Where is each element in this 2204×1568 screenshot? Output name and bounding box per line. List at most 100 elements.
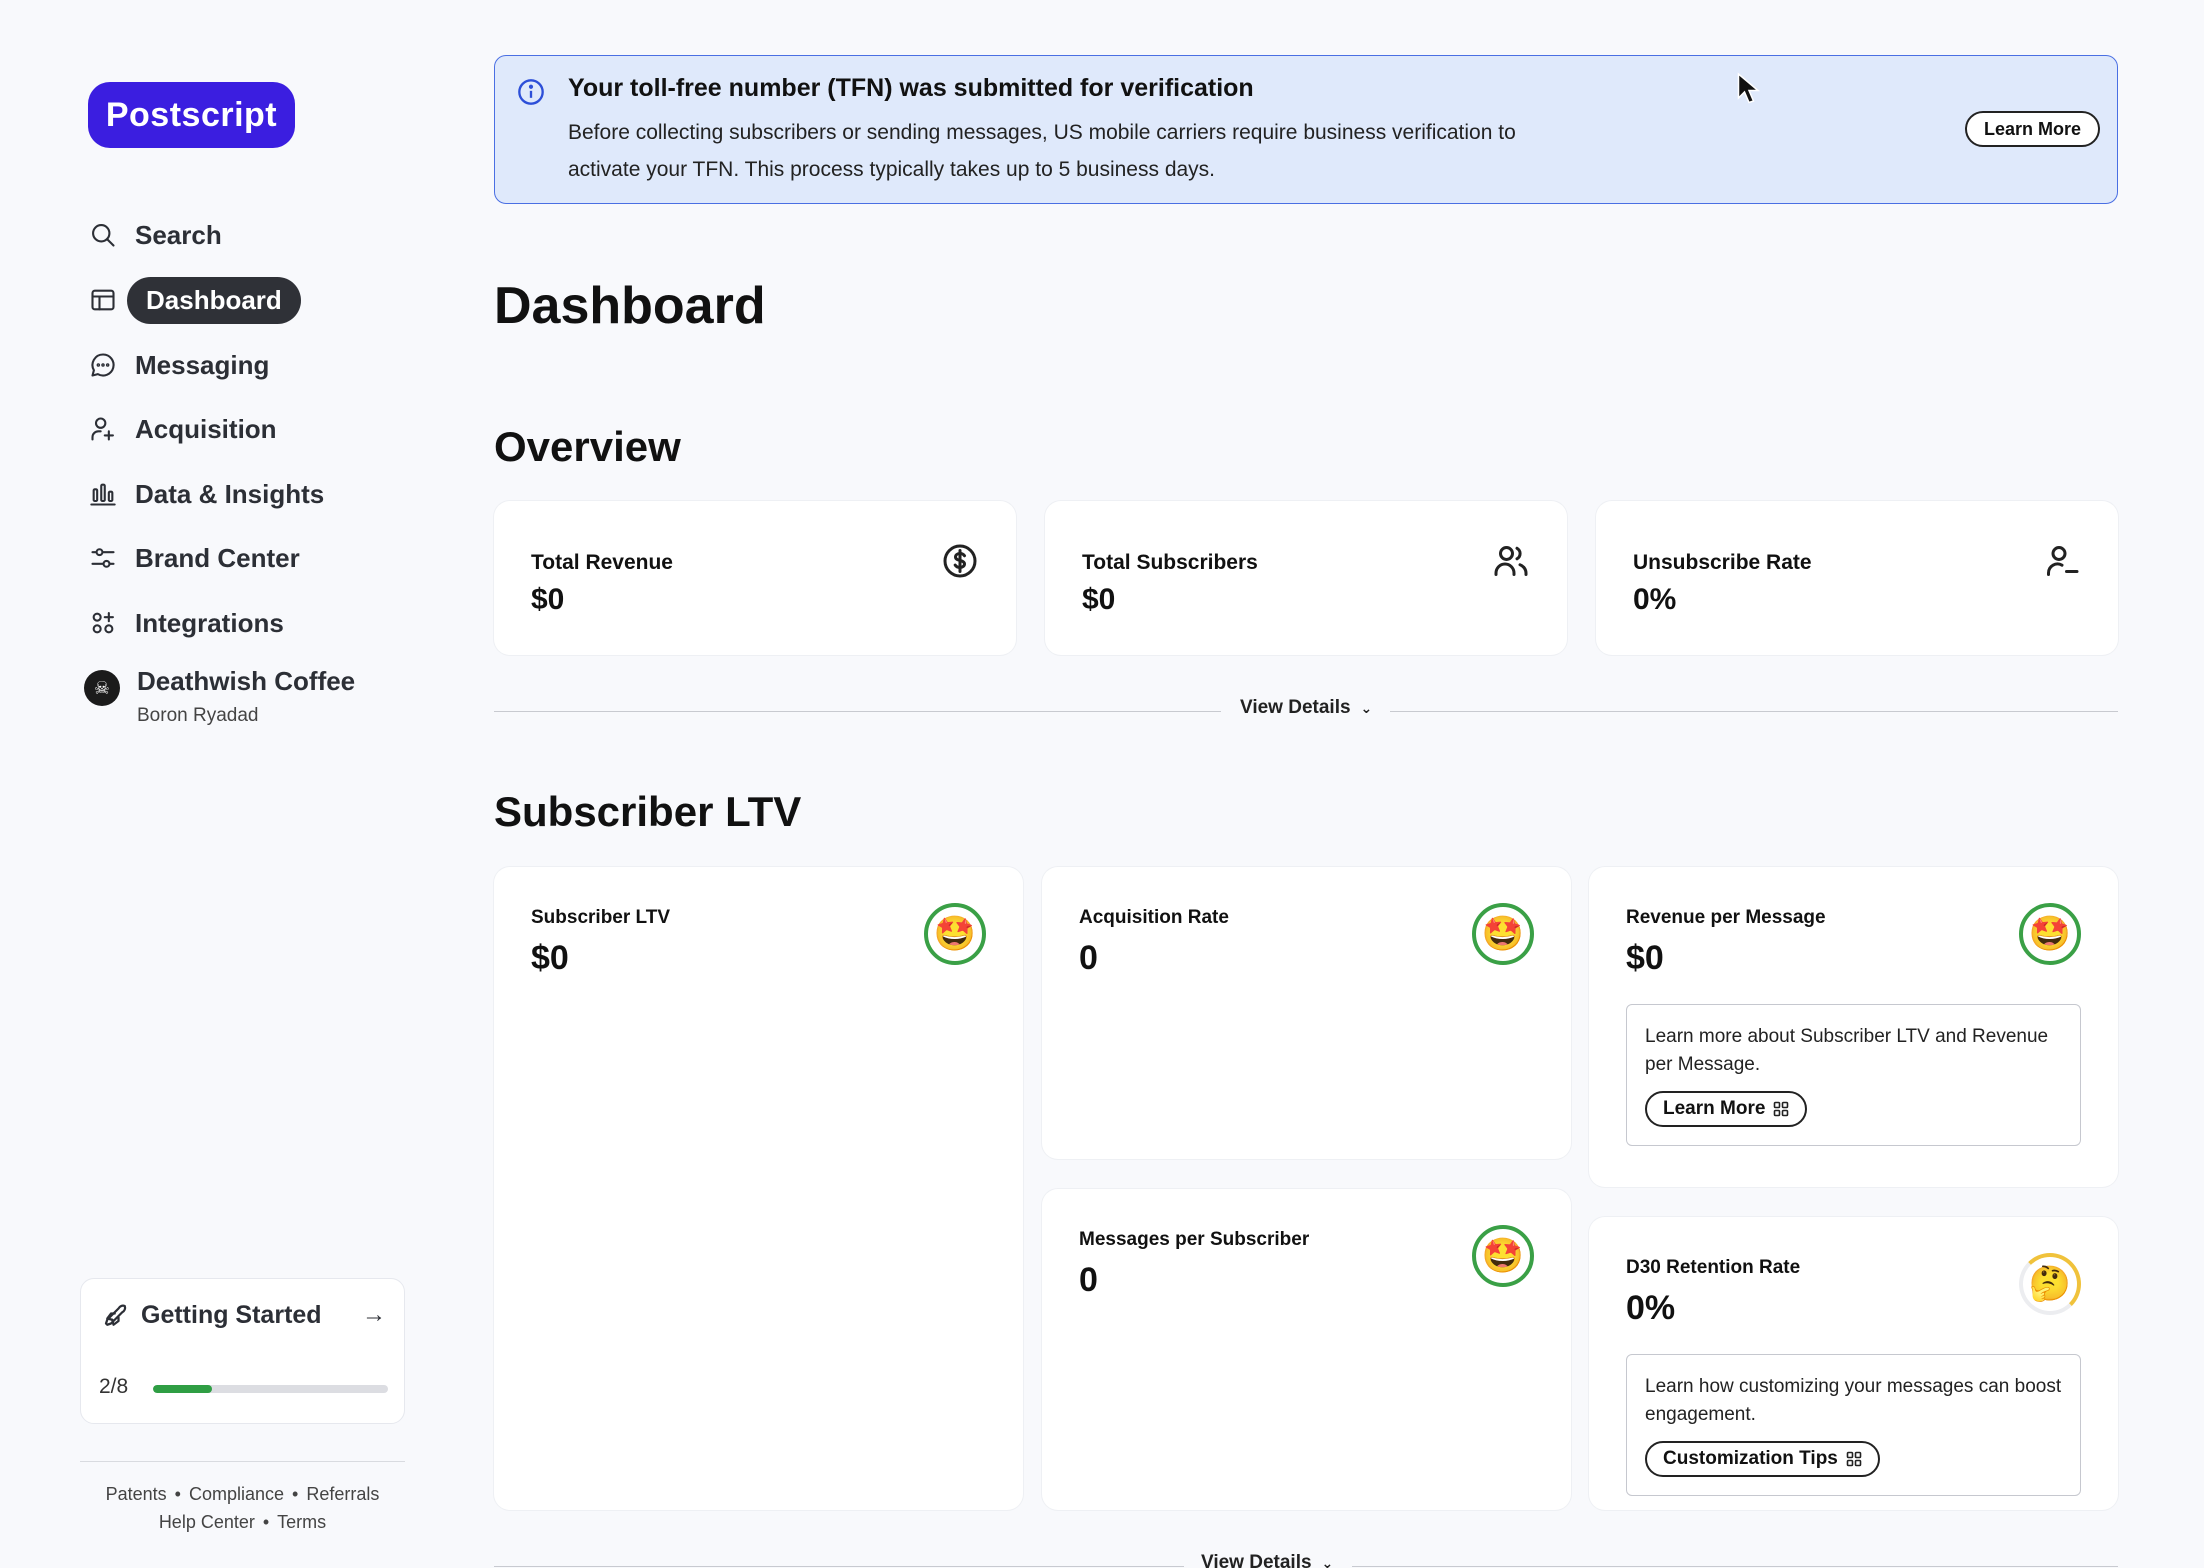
- messages-per-subscriber-card: Messages per Subscriber 0 🤩: [1042, 1189, 1571, 1510]
- progress-label: 2/8: [99, 1375, 129, 1398]
- total-subscribers-card: Total Subscribers $0: [1045, 501, 1567, 655]
- view-details-label: View Details: [1240, 697, 1351, 718]
- nav-label: Brand Center: [135, 542, 300, 573]
- nav-item-messaging[interactable]: Messaging: [88, 340, 418, 390]
- avatar: ☠: [84, 670, 120, 706]
- nav-label: Messaging: [135, 349, 270, 380]
- banner-title: Your toll-free number (TFN) was submitte…: [568, 74, 1254, 102]
- footer-divider: [80, 1461, 405, 1462]
- account-switcher[interactable]: ☠ Deathwish Coffee Boron Ryadad: [84, 666, 355, 727]
- card-value: 0%: [1633, 583, 1677, 616]
- nav-item-brand-center[interactable]: Brand Center: [88, 533, 418, 583]
- nav-label: Data & Insights: [135, 478, 325, 509]
- user-minus-icon: [2044, 543, 2080, 584]
- info-text: Learn how customizing your messages can …: [1645, 1376, 2062, 1425]
- view-details-label: View Details: [1201, 1552, 1312, 1568]
- nav-label: Search: [135, 219, 222, 250]
- search-icon: [88, 220, 118, 250]
- customization-tips-button[interactable]: Customization Tips: [1645, 1441, 1880, 1477]
- divider-line: [494, 711, 1221, 712]
- banner-body: Before collecting subscribers or sending…: [568, 121, 1516, 181]
- card-label: Acquisition Rate: [1079, 907, 1229, 928]
- overview-view-details-toggle[interactable]: View Details ⌄: [1240, 697, 1372, 719]
- nav-item-dashboard[interactable]: Dashboard: [88, 275, 418, 325]
- ltv-info-box: Learn more about Subscriber LTV and Reve…: [1626, 1004, 2081, 1146]
- footer-link-compliance[interactable]: Compliance: [188, 1484, 285, 1504]
- sliders-icon: [88, 543, 118, 573]
- revenue-per-message-card: Revenue per Message $0 🤩 Learn more abou…: [1589, 867, 2118, 1187]
- card-value: 0%: [1626, 1289, 1676, 1327]
- nav-label: Dashboard: [127, 276, 301, 324]
- card-value: $0: [531, 583, 565, 616]
- arrow-right-icon[interactable]: →: [362, 1301, 386, 1328]
- card-label: Unsubscribe Rate: [1633, 551, 1812, 574]
- card-label: Subscriber LTV: [531, 907, 671, 928]
- dollar-circle-icon: [942, 543, 978, 584]
- card-label: Total Subscribers: [1082, 551, 1258, 574]
- star-struck-emoji-icon: 🤩: [1472, 903, 1534, 965]
- user-plus-icon: [88, 414, 118, 444]
- total-revenue-card: Total Revenue $0: [494, 501, 1016, 655]
- bar-chart-icon: [88, 479, 118, 509]
- progress-bar-fill: [153, 1385, 212, 1393]
- star-struck-emoji-icon: 🤩: [924, 903, 986, 965]
- subscriber-ltv-card: Subscriber LTV $0 🤩: [494, 867, 1023, 1510]
- tfn-verification-banner: Your toll-free number (TFN) was submitte…: [494, 55, 2118, 204]
- nav-item-acquisition[interactable]: Acquisition: [88, 404, 418, 454]
- footer-links: Patents • Compliance • Referrals Help Center…: [105, 1484, 380, 1532]
- users-icon: [1493, 543, 1529, 584]
- chevron-down-icon: ⌄: [1360, 699, 1373, 716]
- card-value: $0: [1082, 583, 1116, 616]
- apps-icon: [88, 608, 118, 638]
- chevron-down-icon: ⌄: [1321, 1554, 1334, 1568]
- card-value: $0: [1626, 939, 1664, 977]
- divider-line: [494, 1566, 1184, 1567]
- dashboard-icon: [88, 285, 118, 315]
- divider-line: [1390, 711, 2118, 712]
- mouse-cursor-icon: [1737, 72, 1761, 104]
- postscript-logo[interactable]: Postscript: [88, 82, 295, 148]
- getting-started-card[interactable]: Getting Started → 2/8: [80, 1278, 405, 1424]
- learn-more-button[interactable]: Learn More: [1964, 111, 2100, 147]
- grid-icon: [1846, 1451, 1862, 1467]
- retention-info-box: Learn how customizing your messages can …: [1626, 1354, 2081, 1496]
- thinking-emoji-icon: 🤔: [2019, 1253, 2081, 1315]
- sidebar: Postscript Search Dashboard Messaging Ac…: [0, 0, 450, 1568]
- nav-item-integrations[interactable]: Integrations: [88, 598, 418, 648]
- getting-started-title: Getting Started: [141, 1301, 322, 1329]
- d30-retention-rate-card: D30 Retention Rate 0% 🤔 Learn how custom…: [1589, 1217, 2118, 1510]
- card-label: D30 Retention Rate: [1626, 1257, 1801, 1278]
- nav-item-search[interactable]: Search: [88, 210, 418, 260]
- nav-label: Acquisition: [135, 413, 277, 444]
- subscriber-ltv-title: Subscriber LTV: [494, 788, 802, 835]
- chat-icon: [88, 350, 118, 380]
- ltv-view-details-toggle[interactable]: View Details ⌄: [1201, 1552, 1333, 1568]
- footer-link-help-center[interactable]: Help Center: [158, 1512, 255, 1532]
- progress-bar: [153, 1385, 388, 1393]
- footer-link-terms[interactable]: Terms: [277, 1512, 327, 1532]
- divider-line: [1352, 1566, 2118, 1567]
- acquisition-rate-card: Acquisition Rate 0 🤩: [1042, 867, 1571, 1159]
- unsubscribe-rate-card: Unsubscribe Rate 0%: [1596, 501, 2118, 655]
- card-value: 0: [1079, 1261, 1098, 1299]
- card-value: 0: [1079, 939, 1098, 977]
- info-text: Learn more about Subscriber LTV and Reve…: [1645, 1026, 2049, 1075]
- footer-link-patents[interactable]: Patents: [105, 1484, 167, 1504]
- star-struck-emoji-icon: 🤩: [2019, 903, 2081, 965]
- grid-icon: [1773, 1101, 1789, 1117]
- nav-item-data-insights[interactable]: Data & Insights: [88, 469, 418, 519]
- card-label: Total Revenue: [531, 551, 673, 574]
- overview-title: Overview: [494, 423, 681, 470]
- button-label: Customization Tips: [1663, 1448, 1838, 1469]
- account-user: Boron Ryadad: [137, 705, 259, 726]
- page-title: Dashboard: [494, 277, 766, 335]
- card-value: $0: [531, 939, 569, 977]
- card-label: Revenue per Message: [1626, 907, 1826, 928]
- footer-link-referrals[interactable]: Referrals: [306, 1484, 380, 1504]
- card-label: Messages per Subscriber: [1079, 1229, 1310, 1250]
- ltv-learn-more-button[interactable]: Learn More: [1645, 1091, 1808, 1127]
- button-label: Learn More: [1663, 1098, 1766, 1119]
- account-name: Deathwish Coffee: [137, 666, 356, 696]
- overview-view-details-row: View Details ⌄: [494, 697, 2118, 727]
- nav-label: Integrations: [135, 607, 284, 638]
